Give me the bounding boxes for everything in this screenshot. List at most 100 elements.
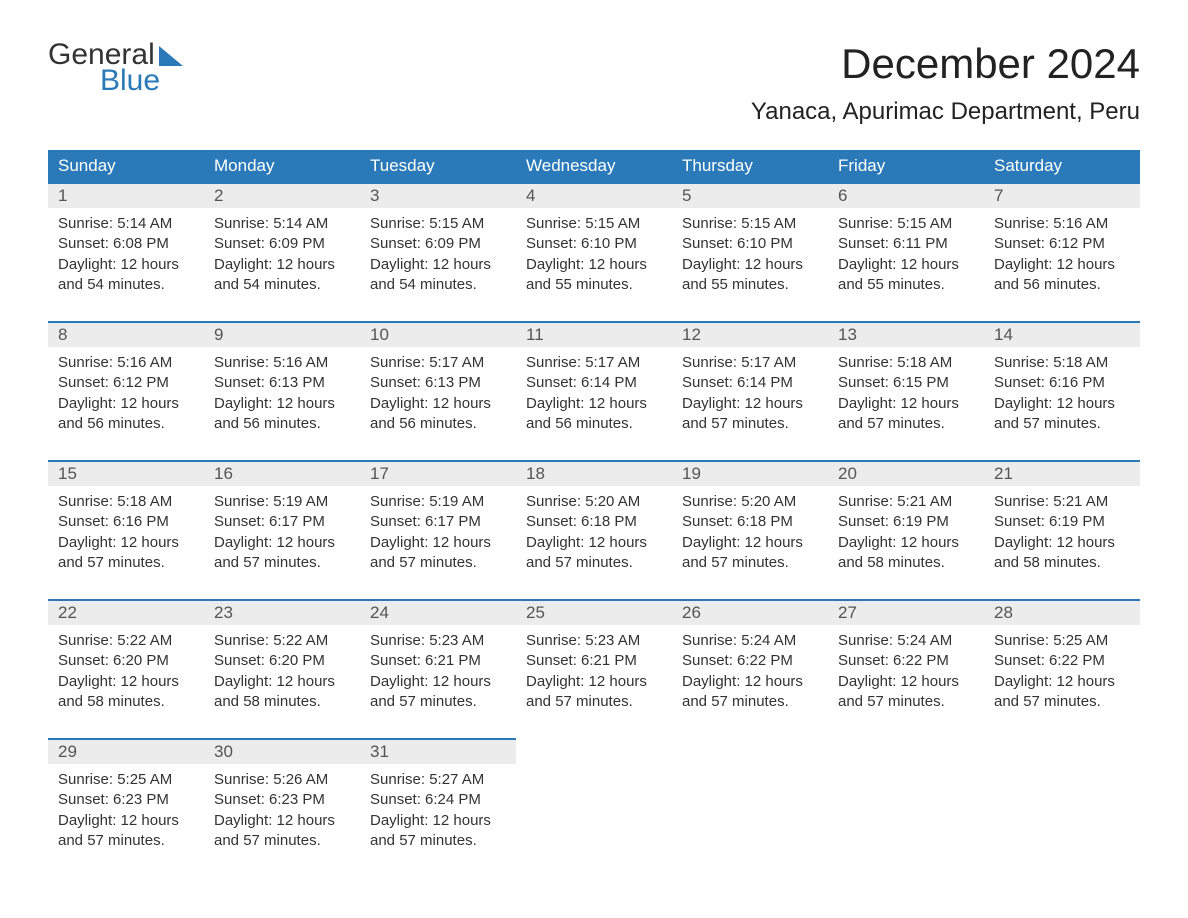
calendar-day-cell: 5Sunrise: 5:15 AMSunset: 6:10 PMDaylight… xyxy=(672,183,828,322)
calendar-day-cell: 11Sunrise: 5:17 AMSunset: 6:14 PMDayligh… xyxy=(516,322,672,461)
calendar-day-cell: 2 Sunrise: 5:14 AMSunset: 6:09 PMDaylight… xyxy=(204,183,360,322)
daylight-line: Daylight: 12 hours and 58 minutes. xyxy=(838,533,974,574)
sunrise-line: Sunrise: 5:15 AM xyxy=(370,214,506,234)
sunrise-line: Sunrise: 5:15 AM xyxy=(682,214,818,234)
logo-sail-icon xyxy=(159,46,183,66)
calendar-day-cell: 9Sunrise: 5:16 AMSunset: 6:13 PMDaylight… xyxy=(204,322,360,461)
sunset-line: Sunset: 6:21 PM xyxy=(370,651,506,671)
calendar-day-cell: 8Sunrise: 5:16 AMSunset: 6:12 PMDaylight… xyxy=(48,322,204,461)
calendar-day-cell: 10Sunrise: 5:17 AMSunset: 6:13 PMDayligh… xyxy=(360,322,516,461)
day-details: Sunrise: 5:22 AMSunset: 6:20 PMDaylight:… xyxy=(204,625,360,738)
sunset-line: Sunset: 6:09 PM xyxy=(214,234,350,254)
calendar-day-cell: 13Sunrise: 5:18 AMSunset: 6:15 PMDayligh… xyxy=(828,322,984,461)
day-number: 19 xyxy=(672,462,828,486)
day-details: Sunrise: 5:24 AMSunset: 6:22 PMDaylight:… xyxy=(828,625,984,738)
daylight-line: Daylight: 12 hours and 55 minutes. xyxy=(682,255,818,296)
calendar-day-empty xyxy=(984,739,1140,877)
sunset-line: Sunset: 6:10 PM xyxy=(682,234,818,254)
sunrise-line: Sunrise: 5:17 AM xyxy=(682,353,818,373)
calendar-week-row: 15Sunrise: 5:18 AMSunset: 6:16 PMDayligh… xyxy=(48,461,1140,600)
day-details: Sunrise: 5:23 AMSunset: 6:21 PMDaylight:… xyxy=(360,625,516,738)
day-details: Sunrise: 5:20 AMSunset: 6:18 PMDaylight:… xyxy=(516,486,672,599)
day-details: Sunrise: 5:18 AMSunset: 6:16 PMDaylight:… xyxy=(48,486,204,599)
sunset-line: Sunset: 6:24 PM xyxy=(370,790,506,810)
daylight-line: Daylight: 12 hours and 58 minutes. xyxy=(58,672,194,713)
sunset-line: Sunset: 6:23 PM xyxy=(214,790,350,810)
calendar-day-cell: 12Sunrise: 5:17 AMSunset: 6:14 PMDayligh… xyxy=(672,322,828,461)
calendar-day-cell: 19Sunrise: 5:20 AMSunset: 6:18 PMDayligh… xyxy=(672,461,828,600)
sunrise-line: Sunrise: 5:14 AM xyxy=(214,214,350,234)
day-details: Sunrise: 5:18 AMSunset: 6:16 PMDaylight:… xyxy=(984,347,1140,460)
daylight-line: Daylight: 12 hours and 54 minutes. xyxy=(214,255,350,296)
day-number: 15 xyxy=(48,462,204,486)
day-number: 20 xyxy=(828,462,984,486)
sunset-line: Sunset: 6:09 PM xyxy=(370,234,506,254)
calendar-day-empty xyxy=(828,739,984,877)
sunrise-line: Sunrise: 5:16 AM xyxy=(994,214,1130,234)
day-number: 21 xyxy=(984,462,1140,486)
daylight-line: Daylight: 12 hours and 58 minutes. xyxy=(994,533,1130,574)
sunrise-line: Sunrise: 5:25 AM xyxy=(994,631,1130,651)
day-details: Sunrise: 5:26 AMSunset: 6:23 PMDaylight:… xyxy=(204,764,360,877)
sunset-line: Sunset: 6:16 PM xyxy=(994,373,1130,393)
daylight-line: Daylight: 12 hours and 57 minutes. xyxy=(682,394,818,435)
sunrise-line: Sunrise: 5:25 AM xyxy=(58,770,194,790)
logo-word-blue: Blue xyxy=(48,66,183,96)
day-details: Sunrise: 5:18 AMSunset: 6:15 PMDaylight:… xyxy=(828,347,984,460)
calendar-day-cell: 14Sunrise: 5:18 AMSunset: 6:16 PMDayligh… xyxy=(984,322,1140,461)
daylight-line: Daylight: 12 hours and 57 minutes. xyxy=(58,811,194,852)
day-details: Sunrise: 5:15 AMSunset: 6:10 PMDaylight:… xyxy=(516,208,672,321)
sunset-line: Sunset: 6:13 PM xyxy=(370,373,506,393)
calendar-day-cell: 23Sunrise: 5:22 AMSunset: 6:20 PMDayligh… xyxy=(204,600,360,739)
calendar-day-cell: 28Sunrise: 5:25 AMSunset: 6:22 PMDayligh… xyxy=(984,600,1140,739)
sunrise-line: Sunrise: 5:19 AM xyxy=(214,492,350,512)
sunrise-line: Sunrise: 5:21 AM xyxy=(994,492,1130,512)
daylight-line: Daylight: 12 hours and 57 minutes. xyxy=(526,533,662,574)
calendar-day-cell: 16Sunrise: 5:19 AMSunset: 6:17 PMDayligh… xyxy=(204,461,360,600)
daylight-line: Daylight: 12 hours and 54 minutes. xyxy=(58,255,194,296)
sunrise-line: Sunrise: 5:16 AM xyxy=(58,353,194,373)
day-number: 14 xyxy=(984,323,1140,347)
sunset-line: Sunset: 6:22 PM xyxy=(682,651,818,671)
day-details: Sunrise: 5:15 AMSunset: 6:10 PMDaylight:… xyxy=(672,208,828,321)
calendar-day-header: Monday xyxy=(204,150,360,183)
calendar-day-header: Thursday xyxy=(672,150,828,183)
daylight-line: Daylight: 12 hours and 57 minutes. xyxy=(214,533,350,574)
daylight-line: Daylight: 12 hours and 57 minutes. xyxy=(370,811,506,852)
sunrise-line: Sunrise: 5:23 AM xyxy=(370,631,506,651)
calendar-day-header: Wednesday xyxy=(516,150,672,183)
sunrise-line: Sunrise: 5:22 AM xyxy=(214,631,350,651)
day-details: Sunrise: 5:17 AMSunset: 6:14 PMDaylight:… xyxy=(516,347,672,460)
sunset-line: Sunset: 6:20 PM xyxy=(214,651,350,671)
calendar-week-row: 29Sunrise: 5:25 AMSunset: 6:23 PMDayligh… xyxy=(48,739,1140,877)
sunrise-line: Sunrise: 5:16 AM xyxy=(214,353,350,373)
calendar-day-cell: 25Sunrise: 5:23 AMSunset: 6:21 PMDayligh… xyxy=(516,600,672,739)
day-number: 11 xyxy=(516,323,672,347)
day-details: Sunrise: 5:23 AMSunset: 6:21 PMDaylight:… xyxy=(516,625,672,738)
sunrise-line: Sunrise: 5:20 AM xyxy=(526,492,662,512)
day-number: 2 xyxy=(204,184,360,208)
day-details: Sunrise: 5:14 AMSunset: 6:08 PMDaylight:… xyxy=(48,208,204,321)
logo: General Blue xyxy=(48,40,183,96)
calendar-day-header: Tuesday xyxy=(360,150,516,183)
sunset-line: Sunset: 6:17 PM xyxy=(370,512,506,532)
sunrise-line: Sunrise: 5:24 AM xyxy=(682,631,818,651)
daylight-line: Daylight: 12 hours and 57 minutes. xyxy=(526,672,662,713)
sunset-line: Sunset: 6:22 PM xyxy=(994,651,1130,671)
day-number: 25 xyxy=(516,601,672,625)
sunset-line: Sunset: 6:12 PM xyxy=(994,234,1130,254)
title-block: December 2024 Yanaca, Apurimac Departmen… xyxy=(751,40,1140,126)
sunset-line: Sunset: 6:17 PM xyxy=(214,512,350,532)
calendar-day-cell: 1Sunrise: 5:14 AMSunset: 6:08 PMDaylight… xyxy=(48,183,204,322)
day-details: Sunrise: 5:19 AMSunset: 6:17 PMDaylight:… xyxy=(360,486,516,599)
day-number: 22 xyxy=(48,601,204,625)
sunrise-line: Sunrise: 5:23 AM xyxy=(526,631,662,651)
calendar-day-cell: 26Sunrise: 5:24 AMSunset: 6:22 PMDayligh… xyxy=(672,600,828,739)
calendar-day-cell: 20Sunrise: 5:21 AMSunset: 6:19 PMDayligh… xyxy=(828,461,984,600)
daylight-line: Daylight: 12 hours and 57 minutes. xyxy=(682,672,818,713)
day-details: Sunrise: 5:16 AMSunset: 6:12 PMDaylight:… xyxy=(984,208,1140,321)
daylight-line: Daylight: 12 hours and 57 minutes. xyxy=(994,672,1130,713)
sunrise-line: Sunrise: 5:26 AM xyxy=(214,770,350,790)
day-details: Sunrise: 5:16 AMSunset: 6:12 PMDaylight:… xyxy=(48,347,204,460)
day-details: Sunrise: 5:16 AMSunset: 6:13 PMDaylight:… xyxy=(204,347,360,460)
